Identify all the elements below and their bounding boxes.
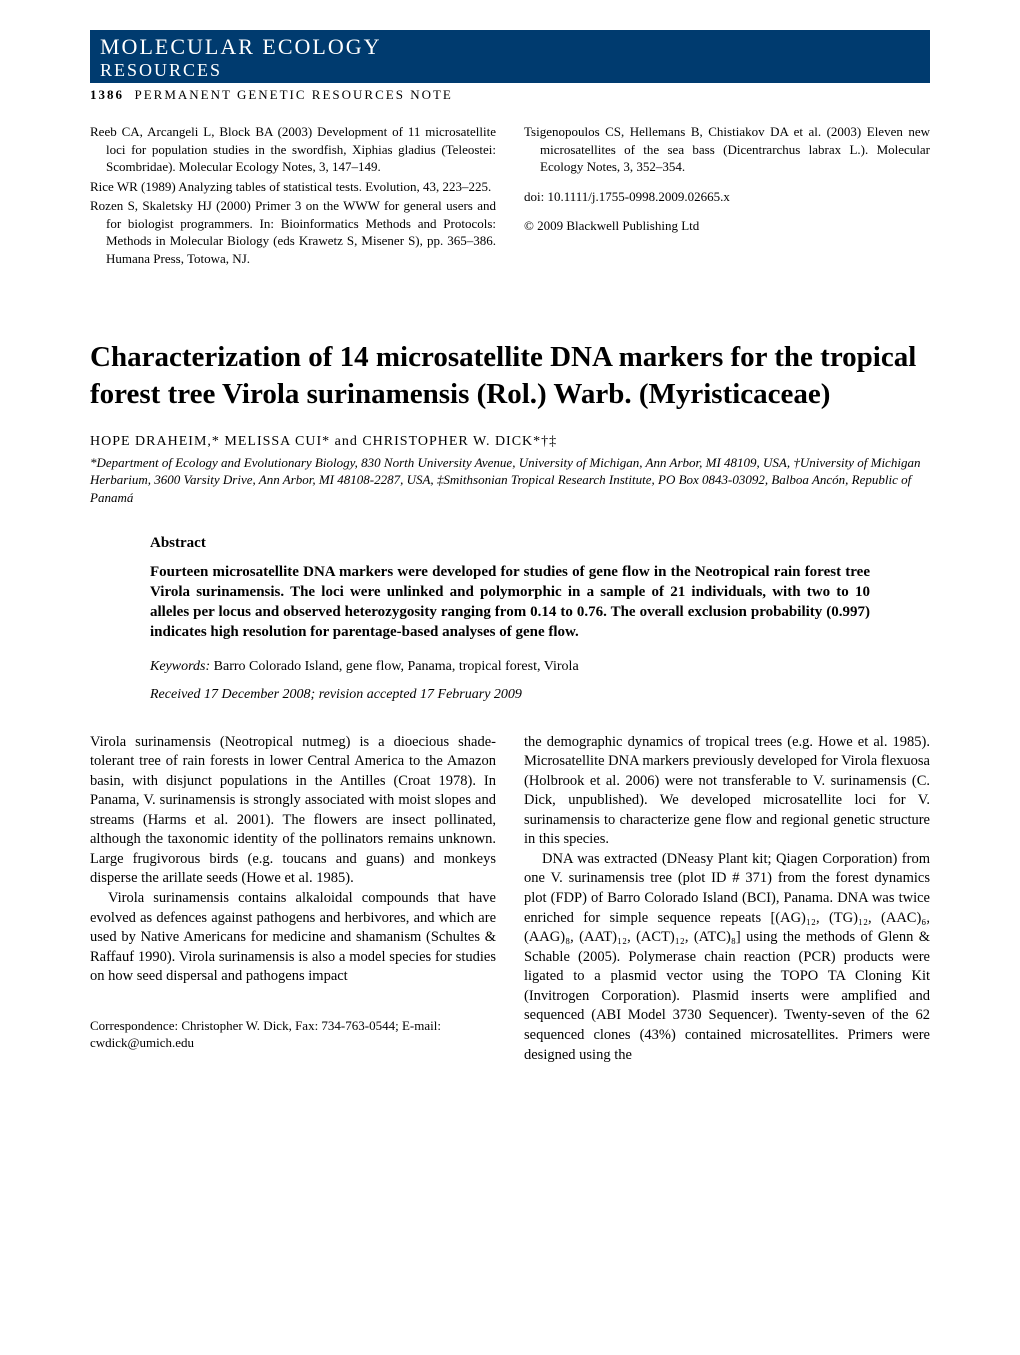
affiliations: *Department of Ecology and Evolutionary … (90, 454, 930, 507)
page-section-line: 1386 PERMANENT GENETIC RESOURCES NOTE (90, 87, 930, 103)
keywords-line: Keywords: Barro Colorado Island, gene fl… (150, 659, 870, 675)
refs-left-col: Reeb CA, Arcangeli L, Block BA (2003) De… (90, 123, 496, 269)
page-number: 1386 (90, 87, 124, 102)
refs-right-col: Tsigenopoulos CS, Hellemans B, Chistiako… (524, 123, 930, 269)
body-paragraph: Virola surinamensis (Neotropical nutmeg)… (90, 733, 496, 890)
ref-entry: Rice WR (1989) Analyzing tables of stati… (90, 178, 496, 196)
copyright: © 2009 Blackwell Publishing Ltd (524, 217, 930, 235)
keywords-label: Keywords: (150, 659, 210, 674)
section-name: PERMANENT GENETIC RESOURCES NOTE (135, 87, 453, 102)
body-right-col: the demographic dynamics of tropical tre… (524, 733, 930, 1066)
abstract-body: Fourteen microsatellite DNA markers were… (150, 562, 870, 643)
body-left-col: Virola surinamensis (Neotropical nutmeg)… (90, 733, 496, 1066)
keywords-values: Barro Colorado Island, gene flow, Panama… (210, 659, 579, 674)
correspondence: Correspondence: Christopher W. Dick, Fax… (90, 1017, 496, 1052)
doi: doi: 10.1111/j.1755-0998.2009.02665.x (524, 188, 930, 206)
ref-entry: Tsigenopoulos CS, Hellemans B, Chistiako… (524, 123, 930, 176)
body-columns: Virola surinamensis (Neotropical nutmeg)… (90, 733, 930, 1066)
journal-header: MOLECULAR ECOLOGY RESOURCES (90, 30, 930, 83)
abstract-heading: Abstract (150, 535, 870, 552)
journal-subtitle: RESOURCES (100, 60, 920, 81)
authors: HOPE DRAHEIM,* MELISSA CUI* and CHRISTOP… (90, 434, 930, 450)
abstract-block: Abstract Fourteen microsatellite DNA mar… (150, 535, 870, 703)
page: MOLECULAR ECOLOGY RESOURCES 1386 PERMANE… (0, 0, 1020, 1105)
body-paragraph: the demographic dynamics of tropical tre… (524, 733, 930, 850)
body-paragraph: Virola surinamensis contains alkaloidal … (90, 889, 496, 987)
previous-references: Reeb CA, Arcangeli L, Block BA (2003) De… (90, 123, 930, 269)
journal-title: MOLECULAR ECOLOGY (100, 34, 920, 60)
article-title: Characterization of 14 microsatellite DN… (90, 339, 930, 412)
ref-entry: Rozen S, Skaletsky HJ (2000) Primer 3 on… (90, 197, 496, 267)
ref-entry: Reeb CA, Arcangeli L, Block BA (2003) De… (90, 123, 496, 176)
body-paragraph: DNA was extracted (DNeasy Plant kit; Qia… (524, 850, 930, 1065)
received-line: Received 17 December 2008; revision acce… (150, 687, 870, 703)
